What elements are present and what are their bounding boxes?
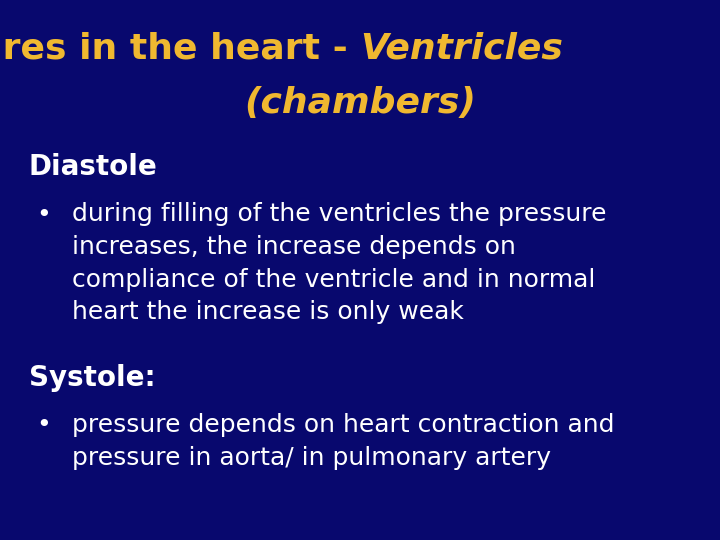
Text: Systole:: Systole: bbox=[29, 364, 156, 392]
Text: Ventricles: Ventricles bbox=[360, 32, 563, 65]
Text: Pressures in the heart -: Pressures in the heart - bbox=[0, 32, 360, 65]
Text: •: • bbox=[36, 202, 50, 226]
Text: (chambers): (chambers) bbox=[244, 86, 476, 119]
Text: •: • bbox=[36, 413, 50, 437]
Text: Diastole: Diastole bbox=[29, 153, 158, 181]
Text: pressure depends on heart contraction and
pressure in aorta/ in pulmonary artery: pressure depends on heart contraction an… bbox=[72, 413, 614, 470]
Text: during filling of the ventricles the pressure
increases, the increase depends on: during filling of the ventricles the pre… bbox=[72, 202, 606, 324]
